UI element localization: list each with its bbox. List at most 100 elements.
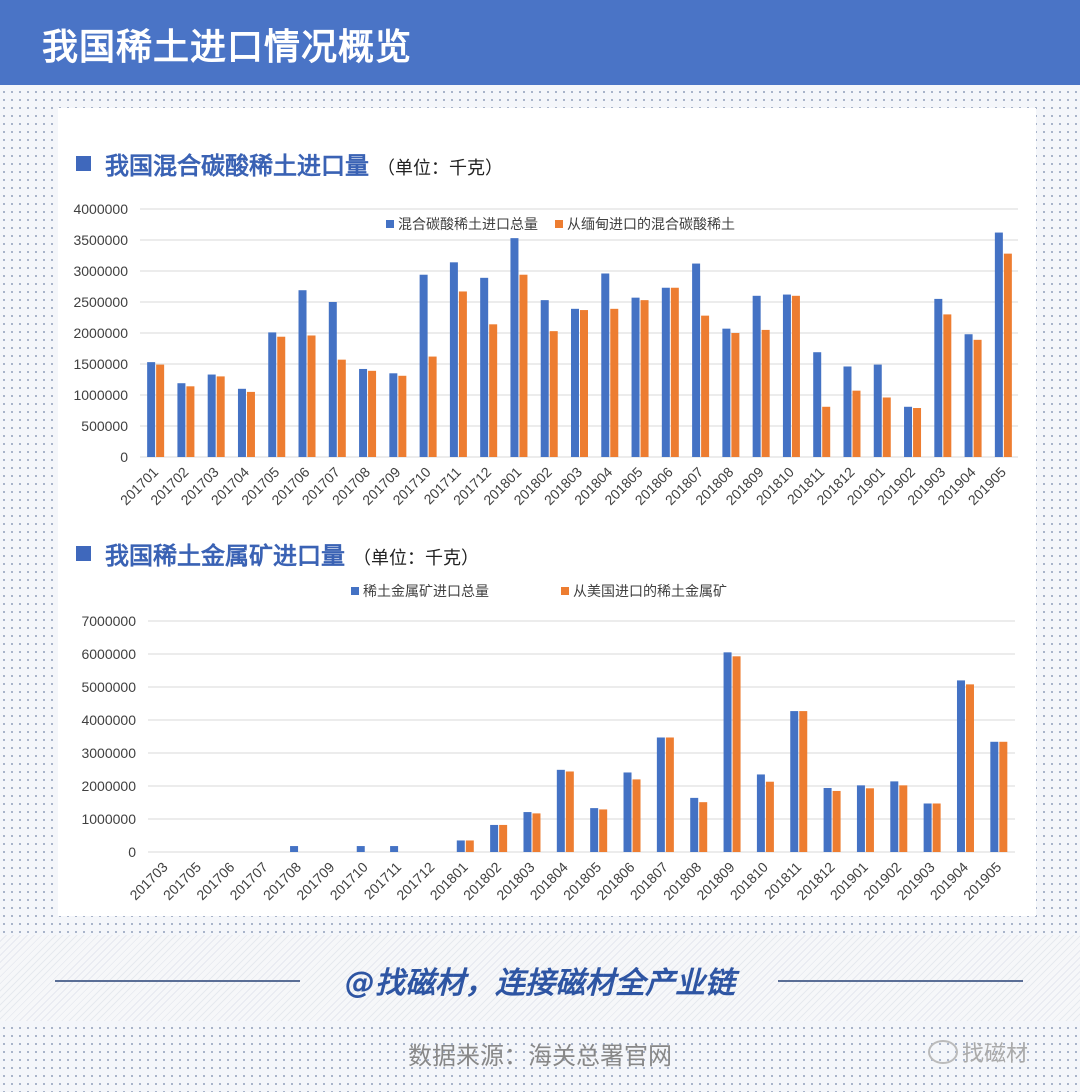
bar-partner-201709: [398, 375, 407, 457]
chart1-title-text: 我国混合碳酸稀土进口量: [105, 152, 369, 180]
bar-partner-201708: [368, 370, 377, 457]
chart1-title: 我国混合碳酸稀土进口量 （单位：千克）: [76, 146, 503, 181]
bar-total-201801: [456, 840, 465, 852]
legend-swatch: [555, 220, 563, 228]
y-tick-label: 2000000: [73, 325, 128, 341]
y-tick-label: 3000000: [81, 745, 136, 761]
bar-partner-201905: [999, 741, 1008, 852]
bar-total-201802: [490, 824, 499, 852]
bar-partner-201705: [277, 336, 286, 457]
bar-total-201704: [237, 388, 246, 457]
bar-partner-201806: [632, 779, 641, 852]
bar-total-201803: [571, 308, 579, 457]
bar-total-201706: [298, 290, 307, 457]
bar-total-201702: [177, 383, 186, 457]
bar-partner-201905: [1003, 253, 1012, 457]
bar-partner-201811: [799, 711, 808, 852]
brand-watermark: 找磁材: [928, 1036, 1028, 1068]
legend-label: 混合碳酸稀土进口总量: [398, 217, 538, 233]
bar-partner-201703: [216, 376, 225, 457]
bar-total-201709: [389, 373, 398, 457]
y-tick-label: 500000: [81, 418, 128, 434]
bar-total-201703: [207, 374, 216, 457]
bar-total-201901: [856, 785, 865, 852]
header-bar: 我国稀土进口情况概览: [0, 0, 1080, 85]
bar-total-201812: [823, 787, 832, 852]
bar-total-201806: [623, 772, 632, 852]
bar-total-201904: [964, 334, 973, 457]
y-tick-label: 3000000: [73, 263, 128, 279]
content-panel: [58, 108, 1036, 916]
y-tick-label: 1000000: [81, 811, 136, 827]
bar-total-201811: [813, 352, 822, 457]
legend-label: 从美国进口的稀土金属矿: [573, 584, 727, 600]
bar-partner-201803: [580, 310, 588, 457]
legend-swatch: [561, 587, 569, 595]
bar-total-201905: [990, 741, 999, 852]
bar-total-201809: [752, 295, 761, 457]
bar-partner-201811: [822, 406, 831, 457]
bar-total-201708: [290, 846, 299, 852]
bar-total-201811: [790, 711, 799, 852]
bar-partner-201804: [610, 308, 619, 457]
y-tick-label: 0: [120, 449, 128, 465]
bar-total-201901: [873, 364, 882, 457]
y-tick-label: 2500000: [73, 294, 128, 310]
chart2-svg: 0 1000000 2000000 3000000 4000000 5000000 6000…: [81, 584, 1015, 903]
bar-total-201905: [994, 232, 1003, 457]
bar-partner-201901: [865, 788, 874, 852]
bar-partner-201807: [665, 737, 674, 852]
x-tick-label: 201810: [727, 859, 771, 903]
bar-total-201903: [923, 803, 932, 852]
legend-swatch: [386, 220, 394, 228]
bar-total-201808: [690, 797, 699, 852]
bar-partner-201805: [640, 300, 649, 457]
divider-left: [55, 980, 300, 982]
bar-total-201711: [449, 262, 458, 457]
bar-partner-201903: [932, 803, 941, 852]
y-tick-label: 1000000: [73, 387, 128, 403]
bar-total-201904: [956, 680, 965, 852]
bar-partner-201809: [761, 329, 770, 457]
bar-partner-201711: [458, 291, 467, 457]
footer-band: [0, 935, 1080, 1021]
chart1-unit: （单位：千克）: [377, 158, 503, 179]
bar-partner-201712: [489, 324, 498, 457]
bar-total-201902: [904, 406, 913, 457]
bar-total-201809: [723, 652, 732, 852]
bar-total-201810: [756, 774, 765, 852]
bar-partner-201801: [465, 840, 474, 852]
legend-label: 稀土金属矿进口总量: [363, 584, 489, 600]
bar-partner-201807: [701, 315, 710, 457]
legend-swatch: [351, 587, 359, 595]
y-tick-label: 7000000: [81, 613, 136, 629]
bar-partner-201901: [882, 397, 891, 457]
bar-total-201807: [692, 263, 701, 457]
bar-partner-201808: [731, 333, 740, 457]
bar-partner-201801: [519, 274, 528, 457]
bar-partner-201812: [832, 790, 841, 852]
bar-partner-201904: [965, 684, 974, 852]
bar-partner-201808: [699, 802, 708, 852]
bar-total-201810: [782, 294, 791, 457]
bar-partner-201710: [428, 356, 437, 457]
slogan: @找磁材，连接磁材全产业链: [0, 958, 1080, 1002]
bar-partner-201804: [565, 771, 574, 852]
divider-right: [778, 980, 1023, 982]
x-tick-label: 201710: [327, 859, 371, 903]
y-tick-label: 4000000: [73, 201, 128, 217]
bar-total-201711: [390, 846, 399, 852]
bar-partner-201701: [156, 364, 165, 457]
title-square-icon: [76, 546, 91, 561]
bar-total-201903: [934, 298, 943, 457]
bar-partner-201806: [670, 287, 679, 457]
bar-total-201705: [268, 332, 277, 457]
bar-total-201812: [843, 366, 852, 457]
bar-total-201805: [590, 808, 599, 852]
data-source: 数据来源：海关总署官网: [408, 1042, 672, 1070]
x-tick-label: 201905: [960, 859, 1004, 903]
bar-total-201710: [419, 274, 428, 457]
bar-total-201710: [356, 846, 365, 852]
y-tick-label: 0: [128, 844, 136, 860]
bar-total-201804: [556, 769, 565, 852]
